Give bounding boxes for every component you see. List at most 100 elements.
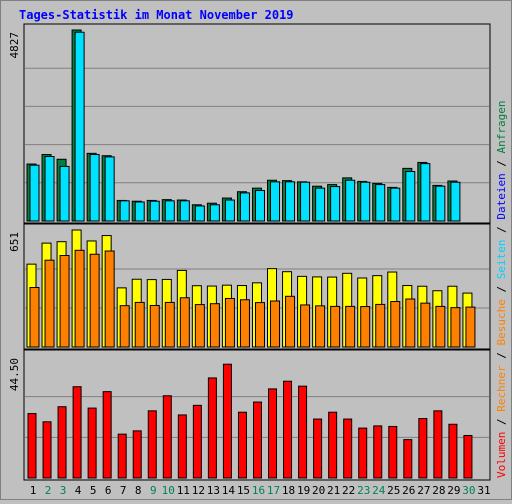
bar-dateien-day-12 (194, 205, 205, 222)
bar-volumen-day-2 (42, 421, 52, 479)
bar-dateien-day-4 (74, 31, 85, 222)
bar-besuche-day-27 (420, 302, 431, 348)
x-tick-label: 31 (477, 484, 490, 497)
x-tick-label: 30 (462, 484, 475, 497)
bar-volumen-day-13 (207, 377, 217, 479)
bar-volumen-day-24 (373, 425, 383, 479)
x-tick-label: 24 (372, 484, 386, 497)
bar-dateien-day-1 (29, 164, 40, 222)
bar-besuche-day-22 (345, 305, 356, 348)
legend-entry-volumen: Volumen (495, 432, 508, 478)
legend-entry-seiten: Seiten (495, 240, 508, 280)
bar-volumen-day-11 (177, 414, 187, 479)
bar-volumen-day-3 (57, 406, 67, 479)
bar-besuche-day-23 (360, 306, 371, 348)
panel-middle: 651 (8, 223, 491, 350)
legend-separator: / (495, 220, 508, 240)
bar-volumen-day-4 (72, 386, 82, 479)
x-tick-label: 14 (222, 484, 236, 497)
bar-besuche-day-29 (450, 307, 461, 348)
bar-volumen-day-1 (27, 413, 37, 479)
bar-dateien-day-22 (345, 179, 356, 222)
x-tick-label: 13 (207, 484, 220, 497)
bar-volumen-day-5 (87, 407, 97, 479)
bar-besuche-day-11 (179, 297, 190, 348)
bar-dateien-day-27 (420, 163, 431, 222)
panel-top: 4827 (8, 23, 491, 224)
bar-besuche-day-28 (435, 305, 446, 348)
bar-dateien-day-18 (285, 181, 296, 222)
x-tick-label: 18 (282, 484, 295, 497)
bar-besuche-day-14 (224, 297, 235, 348)
x-tick-label: 28 (432, 484, 445, 497)
legend-entry-rechner: Rechner (495, 365, 508, 412)
scale-label-bottom: 44.50 (8, 358, 21, 391)
bar-volumen-day-7 (117, 433, 127, 479)
bar-besuche-day-24 (375, 303, 386, 348)
x-tick-label: 8 (135, 484, 142, 497)
bar-besuche-day-26 (405, 298, 416, 348)
bar-dateien-day-17 (270, 181, 281, 222)
bar-volumen-day-8 (132, 430, 142, 479)
bar-volumen-day-18 (283, 380, 293, 479)
bar-besuche-day-5 (89, 253, 100, 348)
x-tick-label: 11 (177, 484, 190, 497)
bar-volumen-day-26 (403, 439, 413, 479)
legend-text: Volumen / Rechner / Besuche / Seiten / D… (495, 100, 508, 478)
x-tick-label: 15 (237, 484, 250, 497)
bar-besuche-day-15 (239, 299, 250, 348)
bar-dateien-day-3 (59, 165, 70, 222)
bar-dateien-day-23 (360, 181, 371, 222)
bar-dateien-day-7 (119, 200, 130, 222)
x-tick-label: 1 (30, 484, 37, 497)
x-tick-label: 23 (357, 484, 370, 497)
legend-separator: / (495, 153, 508, 173)
bar-besuche-day-25 (390, 301, 401, 348)
bar-dateien-day-16 (254, 190, 265, 222)
bar-volumen-day-29 (448, 423, 458, 479)
bar-dateien-day-24 (375, 184, 386, 222)
legend-entry-besuche: Besuche (495, 299, 508, 345)
bar-besuche-day-9 (149, 304, 160, 348)
bar-dateien-day-6 (104, 156, 115, 222)
x-tick-label: 12 (192, 484, 205, 497)
legend: Volumen / Rechner / Besuche / Seiten / D… (495, 100, 508, 478)
bar-volumen-day-12 (192, 404, 202, 479)
panel-bottom: 44.50 (8, 349, 491, 481)
bar-besuche-day-16 (254, 302, 265, 348)
bar-dateien-day-2 (44, 156, 55, 222)
x-tick-label: 27 (417, 484, 430, 497)
bar-volumen-day-22 (343, 418, 353, 479)
bar-volumen-day-20 (313, 418, 323, 479)
bar-besuche-day-6 (104, 250, 115, 348)
bar-volumen-day-9 (147, 410, 157, 479)
bar-dateien-day-25 (390, 187, 401, 222)
bar-volumen-day-28 (433, 410, 443, 479)
x-tick-label: 7 (120, 484, 127, 497)
bar-volumen-day-21 (328, 411, 338, 479)
bar-dateien-day-26 (405, 171, 416, 222)
legend-entry-anfragen: Anfragen (495, 100, 508, 153)
x-tick-label: 25 (387, 484, 400, 497)
x-tick-label: 10 (162, 484, 175, 497)
bar-volumen-day-16 (252, 401, 262, 479)
bar-volumen-day-30 (463, 435, 473, 479)
bar-besuche-day-18 (285, 295, 296, 348)
bar-dateien-day-19 (300, 181, 311, 222)
bar-besuche-day-4 (74, 249, 85, 348)
bar-volumen-day-27 (418, 418, 428, 479)
bar-besuche-day-8 (134, 301, 145, 348)
x-tick-label: 26 (402, 484, 415, 497)
bar-besuche-day-7 (119, 305, 130, 348)
bar-dateien-day-10 (164, 200, 175, 222)
legend-entry-dateien: Dateien (495, 173, 508, 219)
x-tick-label: 19 (297, 484, 310, 497)
x-tick-label: 5 (90, 484, 97, 497)
x-tick-label: 29 (447, 484, 460, 497)
bar-besuche-day-1 (29, 287, 40, 348)
bar-dateien-day-9 (149, 200, 160, 222)
bar-besuche-day-19 (300, 304, 311, 348)
bar-dateien-day-8 (134, 201, 145, 222)
bar-dateien-day-11 (179, 200, 190, 222)
